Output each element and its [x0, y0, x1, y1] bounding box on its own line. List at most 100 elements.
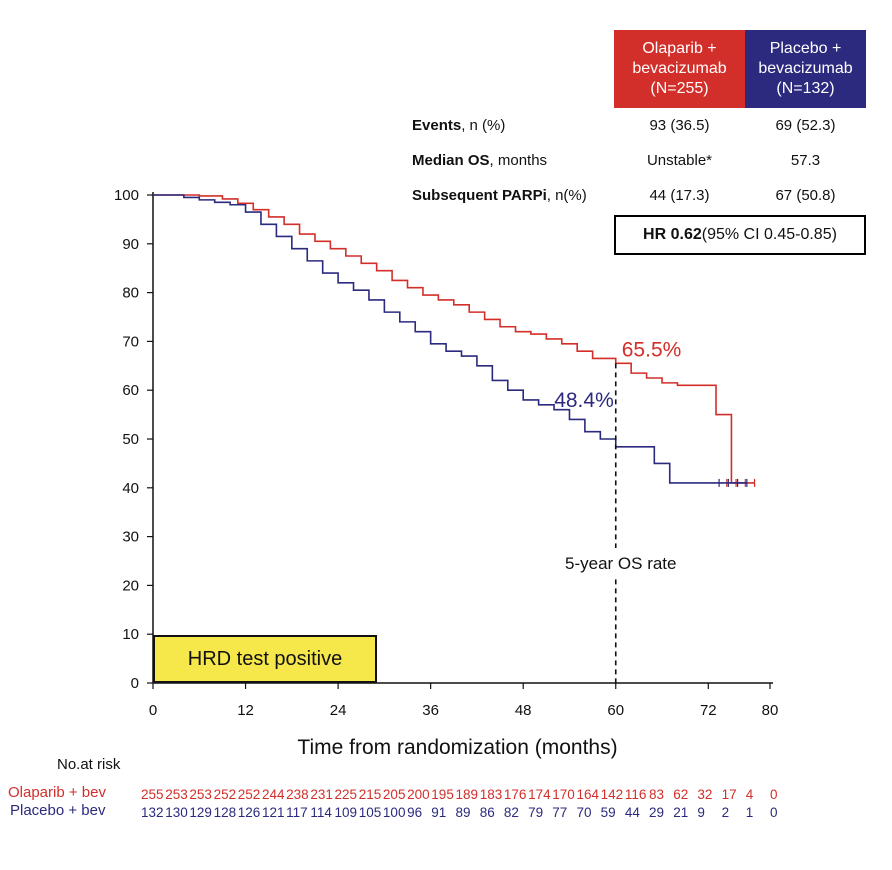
y-tick-label: 70	[122, 333, 139, 350]
risk-value-placebo: 21	[673, 805, 688, 820]
risk-table-title: No.at risk	[57, 756, 121, 773]
five-year-label-bg	[553, 548, 694, 576]
risk-value-olaparib: 32	[697, 787, 712, 802]
placebo-header: Placebo + bevacizumab (N=132)	[745, 30, 866, 108]
x-tick-label: 72	[700, 702, 717, 719]
risk-value-olaparib: 170	[552, 787, 575, 802]
risk-value-olaparib: 116	[625, 787, 647, 802]
risk-value-olaparib: 83	[649, 787, 664, 802]
stat-median-olaparib: Unstable*	[646, 152, 713, 169]
hazard-ratio-value: HR 0.62	[643, 226, 702, 243]
y-tick-label: 100	[114, 187, 139, 204]
risk-value-placebo: 86	[480, 805, 495, 820]
x-axis-title: Time from randomization (months)	[297, 736, 618, 759]
y-tick-label: 50	[122, 431, 139, 448]
risk-value-placebo: 89	[456, 805, 471, 820]
risk-label-placebo: Placebo + bev	[10, 802, 106, 819]
risk-value-placebo: 117	[286, 805, 308, 820]
hrd-label-box: HRD test positive	[153, 635, 377, 683]
y-tick-label: 90	[122, 236, 139, 253]
olaparib-header-line2: bevacizumab	[632, 60, 727, 77]
risk-value-placebo: 109	[335, 805, 358, 820]
stat-parpi-label: Subsequent PARPi, n(%)	[412, 187, 587, 204]
y-tick-label: 80	[122, 285, 139, 302]
olaparib-rate-label: 65.5%	[622, 338, 682, 361]
risk-value-olaparib: 252	[214, 787, 237, 802]
placebo-rate-label: 48.4%	[554, 389, 614, 412]
risk-value-olaparib: 164	[576, 787, 599, 802]
y-tick-label: 10	[122, 626, 139, 643]
risk-value-olaparib: 205	[383, 787, 406, 802]
five-year-label: 5-year OS rate	[565, 554, 677, 573]
risk-value-placebo: 121	[262, 805, 285, 820]
risk-value-olaparib: 231	[310, 787, 333, 802]
risk-value-placebo: 9	[697, 805, 705, 820]
risk-value-olaparib: 174	[528, 787, 551, 802]
risk-value-olaparib: 238	[286, 787, 309, 802]
risk-value-olaparib: 200	[407, 787, 430, 802]
x-tick-label: 60	[607, 702, 624, 719]
hazard-ratio-box: HR 0.62 (95% CI 0.45-0.85)	[614, 215, 866, 255]
x-tick-label: 12	[237, 702, 254, 719]
x-tick-label: 0	[149, 702, 157, 719]
stat-events-placebo: 69 (52.3)	[775, 117, 836, 134]
risk-value-olaparib: 253	[189, 787, 212, 802]
x-tick-label: 80	[762, 702, 779, 719]
olaparib-header: Olaparib + bevacizumab (N=255)	[614, 30, 745, 108]
placebo-header-line3: (N=132)	[776, 80, 835, 97]
risk-value-placebo: 114	[310, 805, 332, 820]
risk-value-olaparib: 0	[770, 787, 778, 802]
risk-value-placebo: 126	[238, 805, 261, 820]
hazard-ratio-ci: (95% CI 0.45-0.85)	[701, 226, 837, 243]
risk-value-placebo: 79	[528, 805, 543, 820]
risk-value-placebo: 59	[601, 805, 616, 820]
x-tick-label: 36	[422, 702, 439, 719]
placebo-header-line1: Placebo +	[769, 40, 842, 57]
risk-value-placebo: 29	[649, 805, 664, 820]
risk-value-placebo: 82	[504, 805, 519, 820]
stat-median-label: Median OS, months	[412, 152, 548, 169]
risk-value-placebo: 91	[431, 805, 446, 820]
risk-value-placebo: 132	[141, 805, 164, 820]
risk-value-olaparib: 215	[359, 787, 382, 802]
stat-median-placebo: 57.3	[790, 152, 821, 169]
risk-value-olaparib: 253	[165, 787, 188, 802]
risk-value-placebo: 2	[722, 805, 730, 820]
stat-parpi-olaparib: 44 (17.3)	[649, 187, 710, 204]
stat-parpi-placebo: 67 (50.8)	[775, 187, 836, 204]
risk-value-olaparib: 4	[746, 787, 754, 802]
risk-value-olaparib: 142	[601, 787, 624, 802]
risk-value-placebo: 128	[214, 805, 237, 820]
risk-value-placebo: 129	[189, 805, 212, 820]
y-tick-label: 30	[122, 529, 139, 546]
risk-value-placebo: 70	[576, 805, 591, 820]
risk-value-olaparib: 62	[673, 787, 688, 802]
placebo-header-line2: bevacizumab	[758, 60, 853, 77]
risk-value-placebo: 44	[625, 805, 641, 820]
risk-value-placebo: 77	[552, 805, 567, 820]
risk-value-olaparib: 183	[480, 787, 503, 802]
risk-value-olaparib: 195	[431, 787, 454, 802]
risk-value-placebo: 96	[407, 805, 422, 820]
risk-value-olaparib: 176	[504, 787, 527, 802]
risk-value-olaparib: 252	[238, 787, 261, 802]
risk-value-placebo: 100	[383, 805, 406, 820]
risk-value-olaparib: 244	[262, 787, 285, 802]
risk-value-placebo: 130	[165, 805, 188, 820]
risk-value-placebo: 1	[746, 805, 754, 820]
y-tick-label: 0	[131, 675, 139, 692]
y-tick-label: 20	[122, 577, 139, 594]
risk-value-olaparib: 17	[722, 787, 737, 802]
risk-label-olaparib: Olaparib + bev	[8, 784, 106, 801]
stat-events-label: Events, n (%)	[412, 117, 506, 134]
risk-value-olaparib: 225	[335, 787, 358, 802]
x-tick-label: 48	[515, 702, 532, 719]
risk-value-placebo: 0	[770, 805, 778, 820]
olaparib-header-line1: Olaparib +	[642, 40, 717, 57]
olaparib-header-line3: (N=255)	[650, 80, 709, 97]
y-tick-label: 60	[122, 382, 139, 399]
risk-value-olaparib: 255	[141, 787, 164, 802]
stat-events-olaparib: 93 (36.5)	[649, 117, 710, 134]
y-tick-label: 40	[122, 480, 139, 497]
